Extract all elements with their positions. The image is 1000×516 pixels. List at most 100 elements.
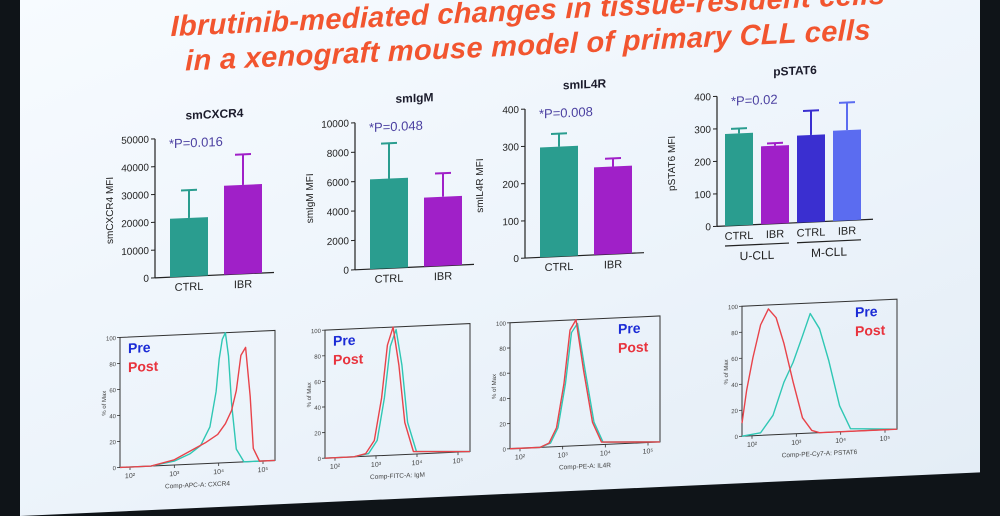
y-tick-label: 60: [109, 388, 116, 394]
x-axis-label: Comp-FITC-A: IgM: [370, 472, 425, 481]
y-tick-label: 80: [109, 362, 116, 368]
y-tick-label: 20: [499, 422, 506, 428]
x-tick-label: 10³: [371, 462, 382, 469]
y-tick-label: 100: [496, 321, 507, 327]
y-tick-label: 6000: [327, 177, 350, 189]
y-axis-label: % of Max: [307, 382, 313, 407]
y-tick-label: 400: [694, 92, 711, 104]
legend-pre: Pre: [333, 332, 356, 349]
x-tick-label: CTRL: [725, 230, 754, 243]
legend-post: Post: [333, 350, 364, 367]
bar-ibr: [224, 184, 262, 275]
y-tick-label: 200: [694, 157, 711, 169]
y-tick-label: 100: [728, 305, 739, 311]
y-tick-label: 4000: [327, 207, 350, 219]
plot-frame: [324, 323, 471, 459]
histogram-1: 0 20 40 60 80 100 % of Max 10² 10³ 10⁴ 10⁵ Comp-APC…: [102, 329, 276, 490]
x-tick-label: 10⁵: [880, 435, 891, 442]
error-bar-cap: [803, 109, 819, 112]
x-tick-label: 10³: [791, 439, 802, 446]
x-axis-label: Comp-PE-A: IL4R: [559, 462, 611, 471]
y-axis-label: % of Max: [492, 374, 498, 399]
y-tick-label: 0: [735, 435, 739, 441]
group-label: U-CLL: [740, 248, 775, 264]
y-axis-label: % of Max: [724, 359, 730, 384]
y-tick-label: 0: [503, 447, 507, 453]
x-tick-label: 10⁴: [835, 437, 846, 444]
series-post-curve: [120, 346, 275, 469]
legend-post: Post: [128, 358, 159, 375]
chart-title: smCXCR4: [185, 106, 243, 123]
error-bar-cap: [551, 132, 567, 135]
y-tick-label: 20000: [121, 218, 149, 230]
error-bar-cap: [235, 152, 251, 156]
chart-title: smIL4R: [563, 76, 607, 92]
y-axis-label: pSTAT6 MFI: [667, 136, 678, 192]
x-tick-label: 10³: [169, 471, 180, 478]
y-tick-label: 50000: [121, 135, 149, 147]
x-tick-label: 10²: [747, 442, 758, 449]
y-axis-label: smIL4R MFI: [475, 158, 486, 213]
x-tick-label: IBR: [434, 270, 452, 283]
x-tick-label: CTRL: [797, 226, 826, 239]
bar-chart-3: smIL4R 0 100 200 300 400 smIL4R MFI *P=0.008 CTR…: [475, 76, 644, 274]
y-tick-label: 10000: [321, 119, 349, 131]
charts-canvas: smCXCR401000020000300004000050000smCXCR4…: [102, 63, 898, 490]
x-axis-label: Comp-PE-Cy7-A: PSTAT6: [782, 449, 858, 459]
y-tick-label: 300: [694, 125, 711, 137]
y-tick-label: 30000: [121, 190, 149, 202]
x-tick-label: 10⁴: [213, 469, 224, 476]
group-label: M-CLL: [811, 244, 847, 260]
y-tick-label: 40: [314, 406, 321, 412]
presentation-slide: Ibrutinib-mediated changes in tissue-res…: [20, 0, 980, 516]
p-value-annotation: *P=0.02: [731, 92, 778, 109]
y-tick-label: 100: [502, 217, 519, 229]
legend-post: Post: [618, 338, 649, 355]
y-tick-label: 2000: [327, 236, 350, 248]
x-tick-label: 10²: [125, 473, 136, 480]
y-tick-label: 200: [502, 179, 519, 191]
bar-ctrl: [725, 132, 753, 226]
histogram-4: 0 20 40 60 80 100 % of Max 10² 10³ 10⁴ 10⁵ Comp-PE-…: [724, 298, 898, 459]
x-tick-label: 10²: [515, 454, 526, 461]
bar-chart-1: smCXCR4 0 10000 20000 30000 40000 50000 smCXCR4…: [105, 106, 274, 294]
y-tick-label: 40: [731, 383, 738, 389]
plot-frame: [741, 298, 898, 437]
x-tick-label: 10⁴: [600, 450, 611, 457]
y-tick-label: 80: [314, 354, 321, 360]
y-tick-label: 10000: [121, 246, 149, 258]
y-tick-label: 80: [731, 331, 738, 337]
x-tick-label: 10⁴: [412, 460, 423, 467]
chart-title: pSTAT6: [773, 63, 817, 79]
x-tick-label: IBR: [234, 278, 252, 291]
y-tick-label: 100: [694, 190, 711, 202]
error-bar-cap: [381, 141, 397, 145]
series-post-curve: [741, 308, 897, 434]
y-tick-label: 0: [318, 457, 322, 463]
y-tick-label: 400: [502, 105, 519, 117]
y-axis-label: smIgM MFI: [305, 173, 316, 223]
x-tick-label: CTRL: [175, 281, 204, 294]
x-tick-label: IBR: [604, 259, 622, 272]
histogram-3: 0 20 40 60 80 100 % of Max 10² 10³ 10⁴ 10⁵ Comp-PE-…: [492, 315, 661, 472]
series-pre-curve: [120, 331, 275, 469]
y-tick-label: 100: [106, 336, 117, 342]
x-tick-label: 10³: [558, 452, 569, 459]
y-tick-label: 20: [109, 440, 116, 446]
y-tick-label: 60: [499, 372, 506, 378]
group-bracket: [797, 239, 861, 244]
p-value-annotation: *P=0.048: [369, 118, 423, 135]
x-tick-label: CTRL: [545, 261, 574, 274]
y-tick-label: 80: [499, 347, 506, 353]
bar-ctrl: [797, 134, 825, 223]
y-tick-label: 60: [731, 357, 738, 363]
error-bar-cap: [731, 127, 747, 130]
x-tick-label: CTRL: [375, 273, 404, 286]
bar-ctrl: [170, 217, 208, 278]
y-tick-label: 40: [499, 397, 506, 403]
x-tick-label: 10⁵: [643, 448, 654, 455]
y-tick-label: 60: [314, 380, 321, 386]
plot-frame: [509, 315, 661, 450]
series-pre-curve: [741, 312, 898, 437]
